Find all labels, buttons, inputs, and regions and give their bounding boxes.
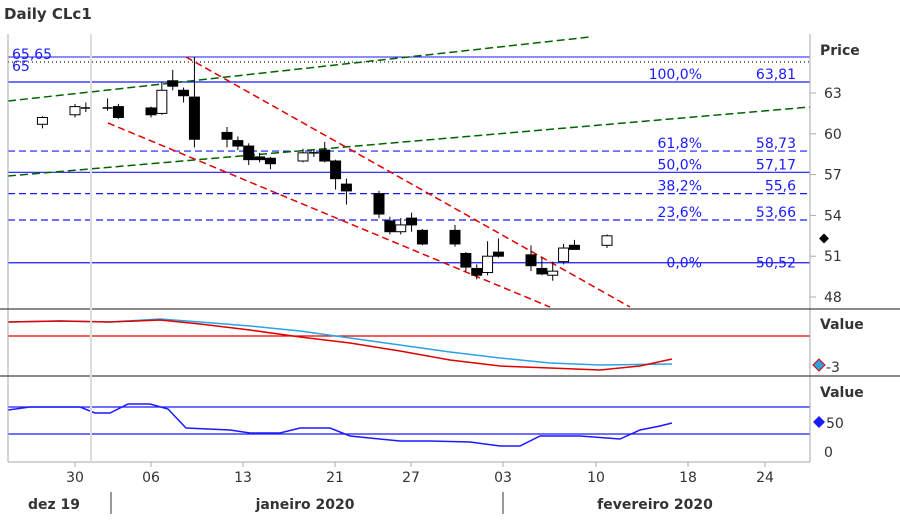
candle-body: [340, 183, 352, 192]
candle-body: [264, 157, 276, 165]
high-label: 65,65: [12, 47, 52, 63]
candle-body: [482, 255, 494, 274]
x-tick-label: 27: [402, 470, 420, 486]
fib-value-label: 57,17: [756, 157, 796, 173]
price-tick-label: 48: [824, 290, 842, 306]
x-tick-label: 21: [326, 470, 344, 486]
chart-title: Daily CLc1: [4, 5, 92, 23]
panel2-tick-label: 0: [824, 445, 833, 461]
month-label: dez 19: [28, 497, 80, 513]
price-tick-label: 54: [824, 208, 842, 224]
x-tick-label: 30: [66, 470, 84, 486]
candle-body: [449, 229, 461, 245]
price-tick-label: 63: [824, 86, 842, 102]
rsi-line: [7, 403, 673, 447]
x-tick-label: 06: [142, 470, 160, 486]
panel1-marker-label: -3: [826, 360, 840, 376]
candle-body: [69, 106, 81, 116]
candle-body: [558, 247, 570, 263]
macd-line: [7, 319, 673, 371]
month-label: janeiro 2020: [255, 497, 355, 513]
fib-percent-label: 38,2%: [658, 179, 702, 195]
candle-body: [243, 145, 255, 161]
panel2-marker: [813, 416, 825, 428]
fib-percent-label: 100,0%: [649, 67, 702, 83]
x-tick-label: 24: [756, 470, 774, 486]
oscillator-panel-1: [7, 318, 810, 371]
candle-body: [406, 217, 418, 226]
candle-body: [36, 116, 48, 125]
candle-body: [156, 89, 168, 114]
trend-line-lower: [7, 106, 811, 177]
candle-body: [167, 80, 179, 87]
last-price-marker: [819, 233, 829, 244]
x-tick-label: 03: [494, 470, 512, 486]
candle-body: [525, 254, 537, 267]
panel2-axis-title: Value: [820, 385, 864, 401]
fib-percent-label: 50,0%: [658, 157, 702, 173]
candle-body: [471, 267, 483, 276]
price-tick-label: 60: [824, 127, 842, 143]
panel1-axis-title: Value: [820, 317, 864, 333]
fib-percent-label: 23,6%: [658, 205, 702, 221]
candle-body: [492, 251, 504, 257]
x-tick-label: 18: [679, 470, 697, 486]
candle-body: [547, 270, 559, 276]
candle-body: [330, 160, 342, 180]
candle-body: [221, 131, 233, 140]
fib-value-label: 58,73: [756, 136, 796, 152]
fib-value-label: 63,81: [756, 67, 796, 83]
fib-value-label: 50,52: [756, 256, 796, 272]
candle-body: [178, 89, 190, 97]
fib-percent-label: 0,0%: [666, 256, 702, 272]
price-tick-label: 51: [824, 249, 842, 265]
panel1-marker: [812, 358, 826, 372]
oscillator-panel-2: [7, 403, 810, 447]
channel-line-upper: [185, 56, 631, 308]
price-tick-label: 57: [824, 168, 842, 184]
fib-value-label: 55,6: [765, 179, 796, 195]
month-label: fevereiro 2020: [597, 497, 713, 513]
fib-value-label: 53,66: [756, 205, 796, 221]
fib-percent-label: 61,8%: [658, 136, 702, 152]
candle-body: [254, 156, 266, 161]
candle-body: [297, 152, 309, 162]
candle-body: [536, 267, 548, 275]
trend-line-upper: [7, 36, 591, 102]
candle-body: [395, 224, 407, 233]
candle-body: [319, 149, 331, 162]
candle-body: [416, 229, 428, 245]
candle-body: [188, 96, 200, 140]
price-axis-title: Price: [820, 43, 860, 59]
panel2-tick-label: 50: [826, 416, 844, 432]
candle-body: [601, 235, 613, 246]
candle-body: [373, 193, 385, 215]
candle-body: [232, 140, 244, 147]
candle-body: [384, 220, 396, 233]
candle-body: [145, 107, 157, 116]
x-tick-label: 10: [587, 470, 605, 486]
partial-label: 65: [12, 59, 30, 75]
x-tick-label: 13: [234, 470, 252, 486]
candle-body: [460, 252, 472, 268]
candle-body: [568, 244, 580, 250]
candle-body: [112, 106, 124, 118]
